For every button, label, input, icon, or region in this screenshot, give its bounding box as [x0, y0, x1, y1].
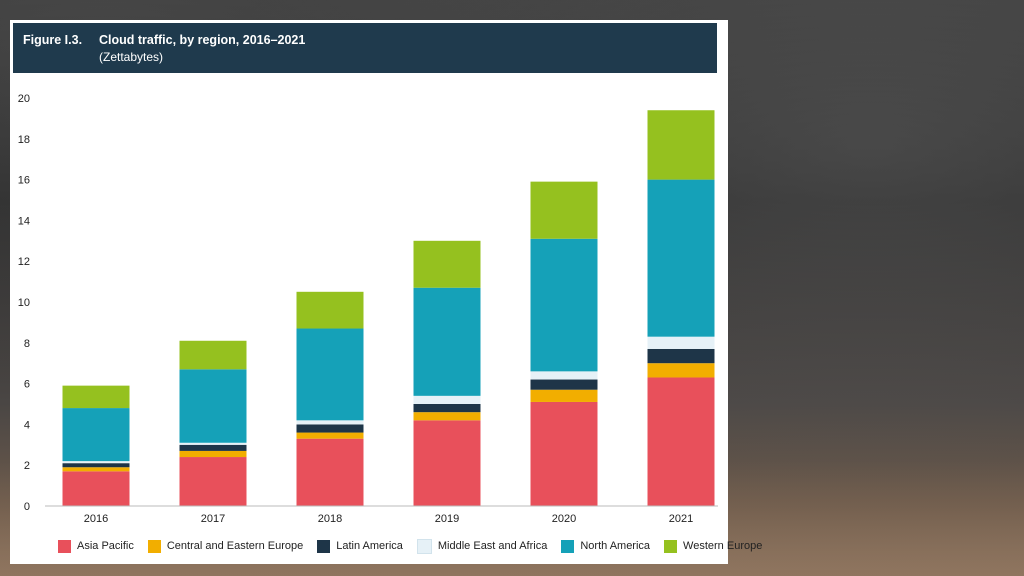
bar-segment [296, 432, 364, 439]
bar-segment [179, 457, 247, 506]
y-tick-label: 0 [24, 501, 30, 513]
bar-segment [647, 179, 715, 337]
bar-segment [413, 240, 481, 288]
bar-segment [530, 389, 598, 402]
bar-segment [296, 438, 364, 506]
bar-segment [647, 348, 715, 364]
bar-segment [62, 461, 130, 464]
bar-segment [530, 371, 598, 380]
legend-item: Central and Eastern Europe [147, 539, 304, 553]
bar-segment [296, 424, 364, 433]
x-tick-label: 2018 [318, 513, 342, 525]
bar-segment [62, 463, 130, 468]
chart-legend: Asia Pacific Central and Eastern Europe La… [58, 537, 762, 555]
x-tick-label: 2016 [84, 513, 108, 525]
bar-segment [530, 379, 598, 390]
bar-segment [647, 110, 715, 180]
bar-segment [179, 444, 247, 451]
x-tick-label: 2017 [201, 513, 225, 525]
bar-segment [62, 408, 130, 462]
y-tick-label: 10 [18, 297, 30, 309]
bar-segment [62, 385, 130, 409]
bar-segment [413, 412, 481, 421]
legend-swatch [664, 539, 678, 553]
legend-label: Western Europe [683, 540, 763, 552]
bar-segment [647, 363, 715, 378]
bar-segment [413, 395, 481, 404]
x-tick-label: 2020 [552, 513, 576, 525]
bar-segment [413, 420, 481, 506]
legend-item: North America [561, 539, 651, 553]
chart-panel: Figure I.3. Cloud traffic, by region, 20… [10, 20, 762, 564]
bar-segment [296, 328, 364, 421]
legend-swatch [317, 539, 331, 553]
bar-segment [413, 287, 481, 396]
bar-segment [647, 336, 715, 349]
legend-item: Asia Pacific [58, 539, 134, 553]
y-tick-label: 18 [18, 134, 30, 146]
bar-segment [62, 467, 130, 472]
bar-segment [179, 340, 247, 370]
y-tick-label: 4 [24, 419, 30, 431]
bar-segment [647, 377, 715, 506]
legend-label: Middle East and Africa [437, 540, 548, 552]
legend-swatch [147, 539, 161, 553]
y-tick-label: 16 [18, 175, 30, 187]
stacked-bar-chart: 0 2 4 6 8 10 12 14 16 18 20 2016 2017 2018 2019 2020 202… [18, 93, 718, 525]
bar-segment [296, 291, 364, 329]
legend-swatch [416, 538, 432, 554]
y-tick-label: 6 [24, 379, 30, 391]
y-tick-label: 8 [24, 338, 30, 350]
bar-segment [530, 181, 598, 239]
legend-swatch [561, 539, 575, 553]
x-tick-label: 2021 [669, 513, 693, 525]
figure-title: Cloud traffic, by region, 2016–2021 [99, 33, 306, 47]
bar-segment [296, 420, 364, 425]
y-tick-label: 12 [18, 256, 30, 268]
bar-segment [179, 369, 247, 443]
x-tick-label: 2019 [435, 513, 459, 525]
legend-label: North America [580, 540, 651, 552]
legend-item: Latin America [317, 539, 403, 553]
bar-segment [530, 238, 598, 372]
legend-label: Asia Pacific [77, 540, 134, 552]
bar-segment [62, 471, 130, 506]
legend-item: Western Europe [664, 539, 763, 553]
legend-label: Central and Eastern Europe [166, 540, 304, 552]
bar-segment [179, 442, 247, 445]
legend-item: Middle East and Africa [416, 538, 548, 554]
y-tick-label: 2 [24, 460, 30, 472]
legend-swatch [58, 539, 71, 553]
y-tick-label: 20 [18, 93, 30, 105]
bar-segment [179, 450, 247, 458]
figure-number: Figure I.3. [23, 33, 83, 47]
figure-header: Figure I.3. Cloud traffic, by region, 20… [13, 23, 717, 73]
y-tick-label: 14 [18, 215, 30, 227]
bar-segment [530, 401, 598, 506]
figure-subtitle: (Zettabytes) [99, 50, 164, 64]
bar-segment [413, 404, 481, 413]
legend-label: Latin America [336, 540, 403, 552]
